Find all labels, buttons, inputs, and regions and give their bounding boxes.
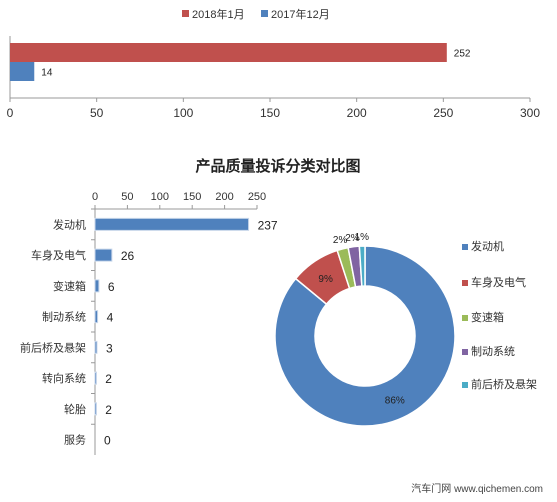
top-legend: 2018年1月 2017年12月 <box>182 7 330 21</box>
category-x-tick-label: 0 <box>92 191 98 203</box>
top-bar-value-label: 252 <box>454 49 471 60</box>
donut-legend-swatch <box>462 280 468 286</box>
donut-value-label: 2% <box>345 233 360 244</box>
category-bar <box>94 340 98 354</box>
legend-label-series-2: 2017年12月 <box>271 7 330 21</box>
top-x-tick-label: 100 <box>173 106 193 120</box>
category-value-label: 4 <box>107 311 114 325</box>
category-value-label: 6 <box>108 280 115 294</box>
category-bar <box>94 402 97 416</box>
donut-legend-label: 车身及电气 <box>471 275 526 289</box>
category-x-tick-label: 50 <box>121 191 133 203</box>
category-label: 服务 <box>64 434 86 447</box>
category-value-label: 2 <box>105 372 112 386</box>
donut-value-label: 86% <box>385 395 405 406</box>
category-label: 车身及电气 <box>31 248 86 262</box>
donut-value-label: 2% <box>333 235 348 246</box>
donut-legend-swatch <box>462 315 468 321</box>
category-x-tick-label: 100 <box>151 191 169 203</box>
watermark: 汽车门网 www.qichemen.com <box>411 482 543 495</box>
top-bar-chart: 0 50 100 150 200 250 300 252 14 <box>7 36 540 120</box>
top-bar-series-1 <box>10 43 447 62</box>
donut-value-label: 1% <box>355 232 370 243</box>
top-x-tick-label: 250 <box>433 106 453 120</box>
donut-legend-label: 发动机 <box>471 239 504 253</box>
category-label: 发动机 <box>53 217 86 231</box>
top-bar-value-label: 14 <box>41 68 53 79</box>
donut-legend-label: 前后桥及悬架 <box>471 377 537 391</box>
category-value-label: 2 <box>105 403 112 417</box>
donut-value-label: 9% <box>318 274 333 285</box>
category-bar <box>94 371 97 385</box>
category-x-tick-label: 150 <box>183 191 201 203</box>
category-value-label: 0 <box>104 434 111 448</box>
category-label: 前后桥及悬架 <box>20 340 86 354</box>
donut-chart: 86%9%2%2%1% <box>274 232 456 427</box>
top-x-tick-label: 0 <box>7 106 14 120</box>
category-x-tick-label: 250 <box>248 191 266 203</box>
top-x-tick-label: 200 <box>347 106 367 120</box>
donut-legend-label: 制动系统 <box>471 345 515 358</box>
category-bar-chart: 0 50 100 150 200 250 发动机 237 车身及电气 26 变速箱 6 制动系统 4 前后桥… <box>20 191 278 455</box>
donut-legend-label: 变速箱 <box>471 310 504 324</box>
category-value-label: 237 <box>258 218 278 232</box>
category-bar <box>94 217 250 231</box>
category-label: 转向系统 <box>42 371 86 385</box>
donut-legend-swatch <box>462 349 468 355</box>
donut-legend-swatch <box>462 382 468 388</box>
legend-label-series-1: 2018年1月 <box>192 7 245 21</box>
category-bar <box>94 310 99 324</box>
donut-legend-swatch <box>462 244 468 250</box>
top-x-tick-label: 150 <box>260 106 280 120</box>
category-bar <box>94 279 100 293</box>
category-label: 变速箱 <box>53 279 86 293</box>
category-label: 制动系统 <box>42 311 86 324</box>
category-x-tick-label: 200 <box>215 191 233 203</box>
donut-slice <box>274 245 456 427</box>
category-label: 轮胎 <box>64 402 86 416</box>
donut-slice <box>358 245 366 287</box>
top-bar-series-2 <box>10 62 35 81</box>
chart-title: 产品质量投诉分类对比图 <box>195 157 360 175</box>
category-value-label: 3 <box>106 341 113 355</box>
legend-swatch-series-2 <box>261 10 268 17</box>
legend-swatch-series-1 <box>182 10 189 17</box>
top-x-tick-label: 50 <box>90 106 104 120</box>
top-x-tick-label: 300 <box>520 106 540 120</box>
category-bar <box>94 248 113 262</box>
category-value-label: 26 <box>121 249 135 263</box>
